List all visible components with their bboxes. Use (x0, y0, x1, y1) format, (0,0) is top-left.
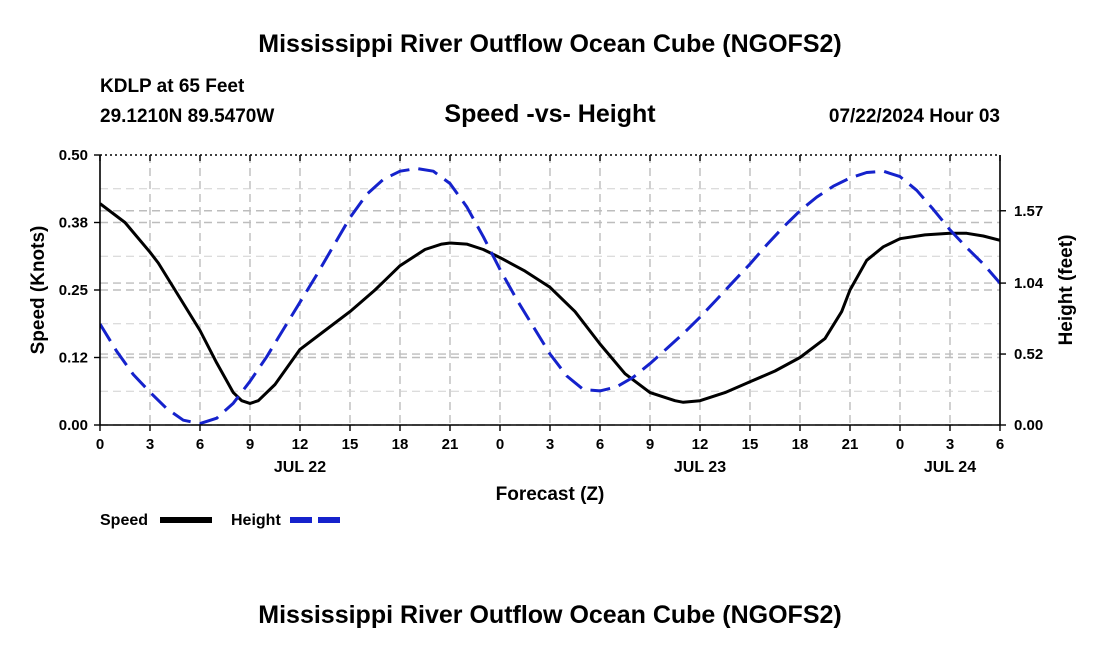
x-tick-label: 9 (246, 436, 254, 453)
y-left-tick-label: 0.00 (59, 417, 88, 434)
x-tick-label: 0 (896, 436, 904, 453)
x-tick-label: 6 (196, 436, 204, 453)
x-tick-label: 15 (342, 436, 359, 453)
x-tick-label: 6 (996, 436, 1004, 453)
station-coords: 29.1210N 89.5470W (100, 106, 275, 127)
x-tick-label: 3 (546, 436, 554, 453)
chart-subtitle: Speed -vs- Height (444, 100, 656, 128)
x-tick-label: 3 (146, 436, 154, 453)
x-tick-label: 21 (442, 436, 459, 453)
x-date-label: JUL 22 (274, 459, 326, 476)
y-left-tick-label: 0.38 (59, 215, 88, 232)
x-tick-label: 12 (692, 436, 709, 453)
x-axis-label: Forecast (Z) (496, 484, 605, 505)
y-left-tick-label: 0.50 (59, 147, 88, 164)
y-right-tick-label: 1.57 (1014, 203, 1043, 220)
y-left-tick-label: 0.25 (59, 282, 88, 299)
x-tick-label: 18 (392, 436, 409, 453)
x-tick-label: 15 (742, 436, 759, 453)
x-tick-label: 0 (96, 436, 104, 453)
y-right-tick-label: 0.52 (1014, 346, 1043, 363)
height-series-line (100, 167, 1000, 425)
page-title: Mississippi River Outflow Ocean Cube (NG… (258, 30, 842, 58)
footer-title: Mississippi River Outflow Ocean Cube (NG… (258, 601, 842, 629)
y-left-tick-label: 0.12 (59, 350, 88, 367)
y-right-tick-label: 0.00 (1014, 417, 1043, 434)
x-tick-label: 0 (496, 436, 504, 453)
x-tick-label: 21 (842, 436, 859, 453)
y-right-axis-label: Height (feet) (1056, 235, 1077, 346)
legend-height-label: Height (231, 512, 281, 529)
x-date-label: JUL 23 (674, 459, 726, 476)
x-tick-label: 12 (292, 436, 309, 453)
x-tick-label: 6 (596, 436, 604, 453)
speed-series-line (100, 202, 1000, 405)
x-tick-label: 3 (946, 436, 954, 453)
y-left-axis-label: Speed (Knots) (28, 226, 49, 355)
x-tick-label: 18 (792, 436, 809, 453)
y-right-tick-label: 1.04 (1014, 275, 1044, 292)
legend-speed-label: Speed (100, 512, 148, 529)
x-tick-label: 9 (646, 436, 654, 453)
forecast-datetime: 07/22/2024 Hour 03 (828, 106, 1000, 127)
station-name: KDLP at 65 Feet (100, 76, 245, 97)
x-date-label: JUL 24 (924, 459, 976, 476)
